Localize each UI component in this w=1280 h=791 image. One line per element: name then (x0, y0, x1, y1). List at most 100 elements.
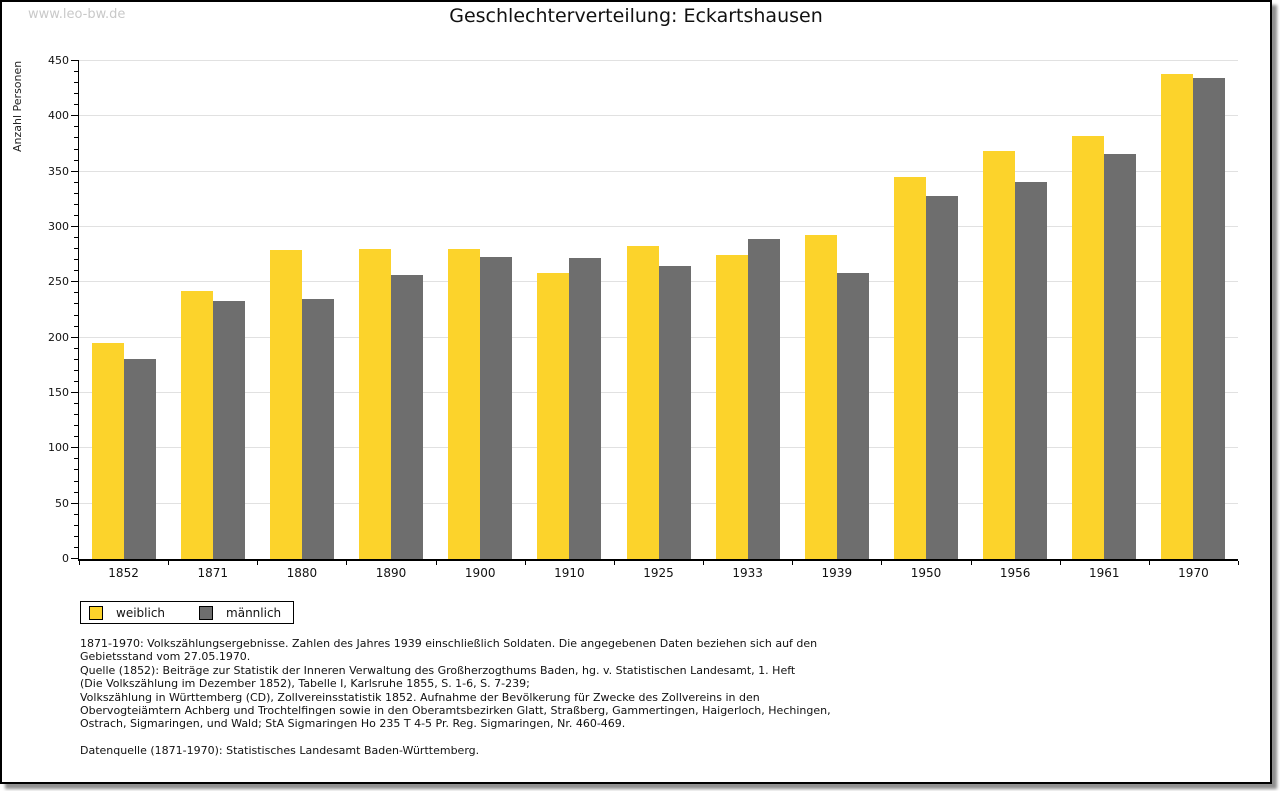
bar-männlich (391, 274, 424, 559)
x-tick (703, 561, 705, 565)
legend: weiblich männlich (80, 601, 295, 624)
y-tick-label: 50 (55, 496, 69, 510)
y-tick (74, 270, 79, 272)
bar-weiblich (180, 291, 213, 559)
y-tick (71, 336, 79, 338)
x-tick (79, 561, 80, 565)
y-tick-label: 250 (48, 275, 69, 289)
bar-männlich (747, 239, 780, 559)
footnote-line: Volkszählung in Württemberg (CD), Zollve… (80, 690, 760, 704)
bar-männlich (1015, 181, 1048, 559)
y-tick (74, 181, 79, 183)
x-axis-label: 1852 (108, 566, 139, 580)
y-tick (74, 214, 79, 216)
x-axis-label: 1939 (821, 566, 853, 580)
bars (79, 61, 1238, 559)
y-tick (74, 159, 79, 161)
y-tick-label: 100 (48, 441, 69, 455)
y-tick-label: 0 (62, 552, 69, 565)
legend-label: weiblich (116, 605, 166, 620)
y-tick (74, 535, 79, 537)
y-tick (74, 292, 79, 294)
x-tick (1059, 561, 1061, 565)
y-tick (74, 347, 79, 349)
weiblich-swatch (89, 605, 103, 620)
bar-weiblich (448, 249, 481, 559)
y-tick (74, 403, 79, 405)
x-tick (792, 561, 794, 565)
x-axis-label: 1956 (999, 566, 1031, 580)
x-tick (1148, 561, 1150, 565)
männlich-swatch (199, 605, 214, 620)
y-tick (74, 369, 79, 371)
y-tick (71, 170, 79, 172)
bar-group (257, 61, 346, 559)
y-tick (71, 558, 79, 559)
plot-area: 0 50 100 150 200 250 300 350 400 450 1852 1871 1880… (48, 54, 1239, 580)
footnote-line: Obervogteiämtern Achberg und Trochtelfin… (80, 703, 831, 717)
legend-item: weiblich (89, 605, 166, 620)
y-tick (71, 115, 79, 117)
bar-weiblich (91, 343, 124, 559)
y-tick-label: 150 (48, 386, 69, 399)
bar-weiblich (715, 254, 748, 559)
x-tick (970, 561, 972, 565)
gridline (79, 115, 1238, 117)
footnote-line: 1871-1970: Volkszählungsergebnisse. Zahl… (80, 637, 818, 650)
bar-group (971, 61, 1060, 559)
bar-männlich (836, 273, 869, 559)
x-tick (346, 561, 348, 565)
bar-weiblich (1161, 74, 1194, 559)
bar-männlich (569, 258, 602, 559)
bar-männlich (212, 301, 245, 559)
y-tick (74, 126, 79, 128)
bar-weiblich (359, 249, 392, 559)
legend-label: männlich (226, 605, 282, 620)
bar-männlich (480, 256, 513, 559)
y-tick (74, 546, 79, 548)
y-tick (74, 248, 79, 250)
bar-group (1060, 61, 1149, 559)
y-tick (74, 192, 79, 194)
x-axis-labels: 1852 1871 1880 1890 1900 1910 1925 1933 1939 1950… (79, 559, 1238, 580)
bar-männlich (925, 196, 958, 559)
bar-group (1149, 61, 1238, 559)
bar-weiblich (893, 177, 926, 559)
gridline (79, 170, 1238, 172)
y-tick (74, 314, 79, 316)
y-tick (71, 281, 79, 283)
x-tick (524, 561, 526, 565)
y-tick (74, 414, 79, 416)
bar-männlich (301, 298, 334, 559)
chart-title: Geschlechterverteilung: Eckartshausen (449, 5, 823, 27)
y-tick-label: 400 (48, 109, 69, 123)
x-axis-label: 1871 (197, 566, 228, 580)
bar-group (792, 61, 881, 559)
x-tick (257, 561, 259, 565)
gridline (79, 226, 1238, 227)
y-tick (74, 469, 79, 471)
footnote-line: Datenquelle (1871-1970): Statistisches L… (80, 744, 480, 758)
bar-weiblich (804, 234, 837, 559)
y-tick-label: 450 (48, 54, 69, 67)
x-axis-label: 1933 (732, 566, 763, 580)
bar-weiblich (626, 245, 659, 559)
footnote-line: Ostrach, Sigmaringen, und Wald; StA Sigm… (80, 717, 626, 731)
watermark: www.leo-bw.de (28, 7, 126, 22)
y-tick (74, 71, 79, 73)
y-tick (74, 480, 79, 482)
y-tick (74, 513, 79, 515)
y-tick (71, 226, 79, 227)
bar-weiblich (537, 273, 570, 559)
x-tick (168, 561, 170, 565)
legend-item: männlich (199, 605, 282, 620)
footnotes: 1871-1970: Volkszählungsergebnisse. Zahl… (80, 637, 831, 758)
y-tick (74, 237, 79, 239)
y-tick (74, 203, 79, 205)
y-tick (74, 104, 79, 106)
y-axis-title: Anzahl Personen (11, 60, 24, 152)
y-tick (74, 259, 79, 261)
y-tick (71, 392, 79, 393)
x-axis-label: 1970 (1178, 566, 1209, 580)
